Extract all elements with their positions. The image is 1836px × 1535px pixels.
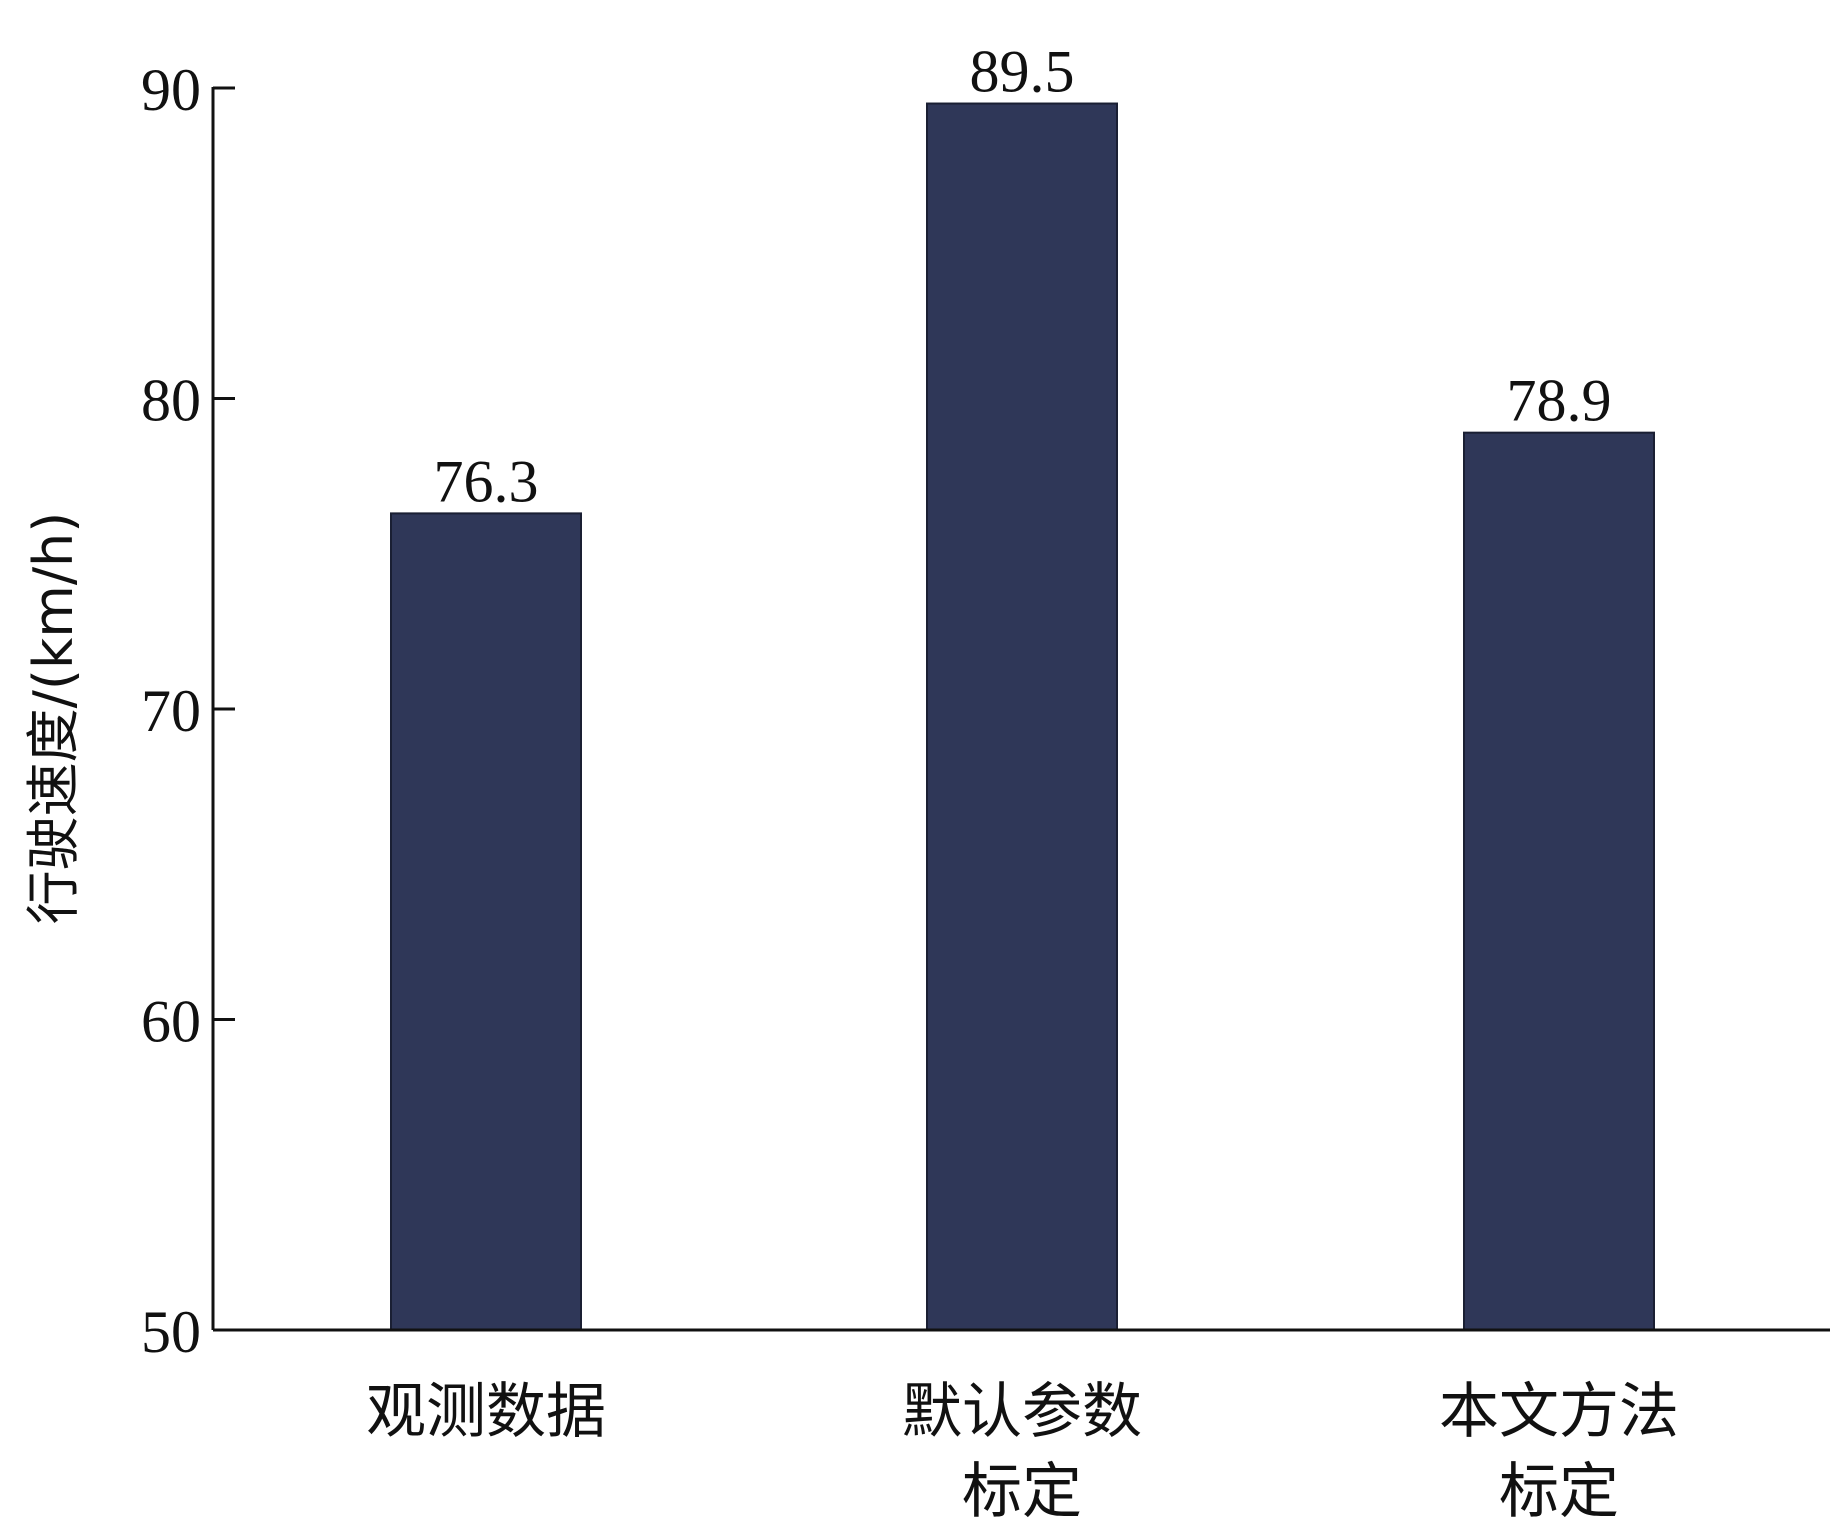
bar-2 [926,102,1118,1331]
y-tick-label-90: 90 [141,57,201,123]
y-tick-label-80: 80 [141,368,201,434]
value-label-2: 89.5 [970,39,1075,105]
category-label-1: 观测数据 [366,1377,606,1447]
bar-1 [390,512,582,1331]
y-tick-label-50: 50 [141,1299,201,1365]
labels-layer: 76.3 89.5 78.9 50 60 70 80 90 观测数据 默认参数标定 本文方法标定 [141,39,1679,1527]
category-label-3: 本文方法标定 [1439,1377,1679,1527]
value-label-3: 78.9 [1507,368,1612,434]
y-axis-title: 行驶速度/(km/h) [22,512,85,925]
y-tick-label-60: 60 [141,989,201,1055]
value-label-1: 76.3 [434,448,539,514]
y-tick-label-70: 70 [141,678,201,744]
bar-3 [1463,431,1655,1331]
category-label-2: 默认参数标定 [902,1377,1142,1527]
axis-layer [211,86,1830,1332]
bars-layer [390,102,1655,1331]
